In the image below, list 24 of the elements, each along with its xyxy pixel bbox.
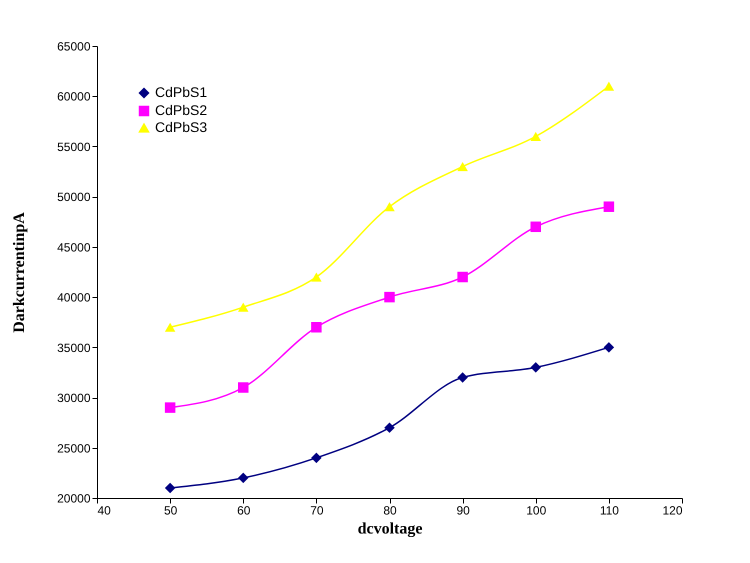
legend-label: CdPbS1 bbox=[155, 84, 208, 100]
y-tick-label: 50000 bbox=[57, 190, 91, 204]
y-tick-label: 65000 bbox=[57, 40, 91, 54]
x-tick-label: 70 bbox=[310, 504, 324, 518]
x-tick-label: 60 bbox=[237, 504, 251, 518]
x-tick-label: 90 bbox=[456, 504, 470, 518]
y-tick-label: 55000 bbox=[57, 140, 91, 154]
y-tick-label: 25000 bbox=[57, 441, 91, 456]
x-tick-label: 80 bbox=[383, 504, 397, 518]
y-tick-label: 45000 bbox=[57, 240, 91, 254]
legend-label: CdPbS2 bbox=[155, 102, 208, 118]
y-tick-label: 30000 bbox=[57, 391, 91, 406]
x-tick-label: 110 bbox=[600, 504, 620, 518]
y-tick-label: 20000 bbox=[57, 492, 91, 506]
x-tick-label: 100 bbox=[526, 504, 547, 518]
x-tick-label: 40 bbox=[98, 504, 112, 518]
x-tick-label: 50 bbox=[164, 504, 178, 518]
x-axis-title: dcvoltage bbox=[358, 520, 422, 538]
legend-label: CdPbS3 bbox=[155, 119, 208, 135]
y-tick-label: 40000 bbox=[57, 290, 91, 305]
y-tick-label: 35000 bbox=[57, 340, 91, 355]
y-axis-title: DarkcurrentinpA bbox=[11, 212, 28, 333]
x-tick-label: 120 bbox=[662, 504, 683, 518]
y-tick-label: 60000 bbox=[57, 90, 91, 104]
